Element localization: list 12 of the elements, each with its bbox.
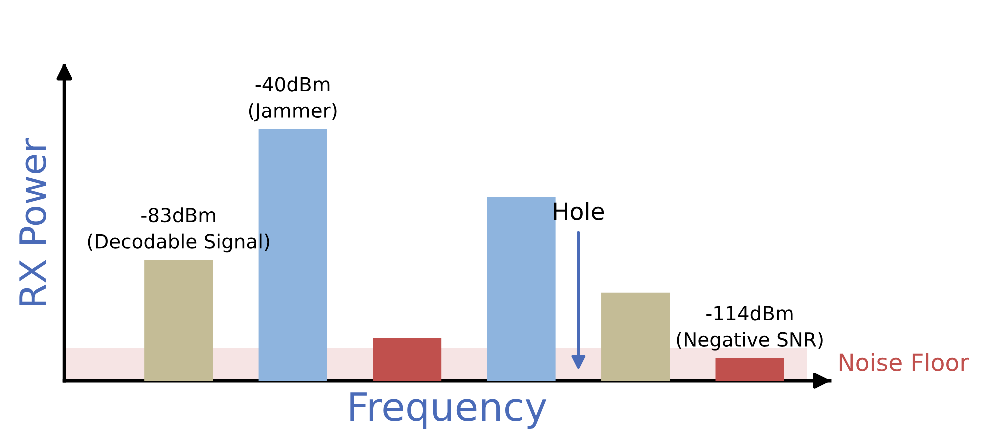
x-axis-title: Frequency [350, 392, 547, 430]
bar [716, 358, 784, 381]
bar [602, 292, 670, 381]
bar [487, 197, 556, 381]
annotation: -83dBm (Decodable Signal) [88, 208, 270, 253]
annotation: -114dBm (Negative SNR) [677, 306, 823, 351]
text: -40dBm (Jammer) [249, 76, 337, 122]
bar [144, 260, 214, 381]
y-axis-title: RX Power [20, 138, 46, 306]
bar [373, 338, 442, 381]
annotation: Hole [554, 202, 604, 220]
band-label: Noise Floor [840, 353, 970, 372]
